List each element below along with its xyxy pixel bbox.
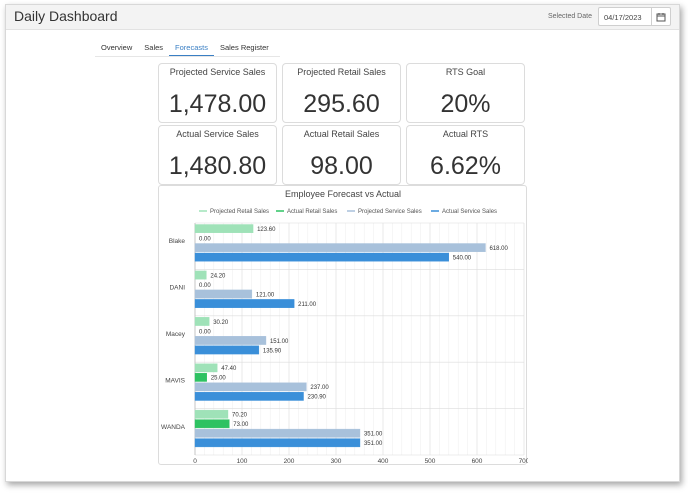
bar	[195, 244, 485, 252]
kpi-label: RTS Goal	[407, 67, 524, 77]
legend-label: Projected Retail Sales	[210, 209, 269, 215]
x-tick-label: 400	[378, 458, 389, 465]
bar-value-label: 73.00	[233, 422, 249, 428]
kpi-label: Projected Retail Sales	[283, 67, 400, 77]
bar	[195, 410, 228, 418]
x-tick-label: 300	[331, 458, 342, 465]
bar-value-label: 123.60	[257, 227, 276, 233]
bar-value-label: 230.90	[308, 395, 327, 401]
tab-sales[interactable]: Sales	[138, 40, 169, 56]
kpi-value: 1,478.00	[159, 90, 276, 119]
kpi-value: 20%	[407, 90, 524, 119]
calendar-icon	[656, 12, 666, 22]
kpi-card-actual-rts: Actual RTS 6.62%	[406, 125, 525, 185]
category-label: Blake	[169, 238, 186, 245]
bar	[195, 364, 217, 372]
x-tick-label: 600	[472, 458, 483, 465]
page-title: Daily Dashboard	[14, 8, 118, 24]
bar	[195, 420, 229, 428]
category-label: WANDA	[161, 424, 186, 431]
kpi-card-projected-service: Projected Service Sales 1,478.00	[158, 63, 277, 123]
bar-value-label: 618.00	[489, 246, 508, 252]
kpi-card-actual-service: Actual Service Sales 1,480.80	[158, 125, 277, 185]
kpi-label: Actual RTS	[407, 129, 524, 139]
calendar-button[interactable]	[651, 8, 670, 25]
category-label: DANI	[169, 285, 185, 292]
tab-overview[interactable]: Overview	[95, 40, 138, 56]
forecast-chart-card: Employee Forecast vs Actual Projected Ret…	[158, 185, 527, 465]
kpi-label: Actual Service Sales	[159, 129, 276, 139]
bar	[195, 392, 304, 400]
bar-value-label: 70.20	[232, 413, 248, 419]
legend-label: Projected Service Sales	[358, 209, 422, 215]
x-tick-label: 200	[284, 458, 295, 465]
bar-value-label: 540.00	[453, 256, 472, 262]
bar	[195, 317, 209, 325]
x-tick-label: 500	[425, 458, 436, 465]
bar	[195, 299, 294, 307]
tab-sales-register[interactable]: Sales Register	[214, 40, 275, 56]
bar-value-label: 135.90	[263, 348, 282, 354]
bar-value-label: 47.40	[221, 366, 237, 372]
kpi-value: 6.62%	[407, 152, 524, 181]
bar-value-label: 0.00	[199, 329, 211, 335]
bar-value-label: 24.20	[210, 273, 226, 279]
legend-label: Actual Retail Sales	[287, 209, 337, 215]
bar-value-label: 25.00	[211, 376, 227, 382]
tab-divider	[95, 56, 280, 57]
date-label: Selected Date	[548, 13, 592, 20]
header-bar: Daily Dashboard Selected Date 04/17/2023	[6, 5, 679, 30]
bar-value-label: 121.00	[256, 292, 275, 298]
tab-forecasts[interactable]: Forecasts	[169, 40, 214, 56]
x-tick-label: 700	[519, 458, 528, 465]
tab-bar: Overview Sales Forecasts Sales Register	[95, 40, 275, 56]
forecast-chart: Employee Forecast vs Actual Projected Ret…	[159, 186, 528, 466]
bar	[195, 429, 360, 437]
kpi-value: 1,480.80	[159, 152, 276, 181]
kpi-card-rts-goal: RTS Goal 20%	[406, 63, 525, 123]
category-label: MAVIS	[165, 377, 185, 384]
chart-title: Employee Forecast vs Actual	[285, 189, 401, 199]
bar-value-label: 151.00	[270, 339, 289, 345]
bar	[195, 346, 259, 354]
bar	[195, 439, 360, 447]
dashboard-window: Daily Dashboard Selected Date 04/17/2023…	[5, 4, 680, 482]
bar-value-label: 0.00	[199, 283, 211, 289]
bar	[195, 271, 206, 279]
bar	[195, 253, 449, 261]
kpi-value: 98.00	[283, 152, 400, 181]
bar-value-label: 351.00	[364, 432, 383, 438]
kpi-card-projected-retail: Projected Retail Sales 295.60	[282, 63, 401, 123]
bar	[195, 373, 207, 381]
date-input-value[interactable]: 04/17/2023	[604, 13, 642, 22]
date-picker[interactable]: 04/17/2023	[598, 7, 671, 26]
bar-value-label: 0.00	[199, 237, 211, 243]
kpi-label: Projected Service Sales	[159, 67, 276, 77]
bar-value-label: 211.00	[298, 302, 317, 308]
kpi-value: 295.60	[283, 90, 400, 119]
bar	[195, 290, 252, 298]
x-tick-label: 100	[237, 458, 248, 465]
kpi-card-actual-retail: Actual Retail Sales 98.00	[282, 125, 401, 185]
kpi-label: Actual Retail Sales	[283, 129, 400, 139]
bar-value-label: 351.00	[364, 441, 383, 447]
bar-value-label: 30.20	[213, 320, 229, 326]
bar	[195, 225, 253, 233]
category-label: Macey	[166, 331, 186, 338]
bar	[195, 383, 306, 391]
bar	[195, 336, 266, 344]
x-tick-label: 0	[193, 458, 197, 465]
bar-value-label: 237.00	[310, 385, 329, 391]
legend-label: Actual Service Sales	[442, 209, 497, 215]
